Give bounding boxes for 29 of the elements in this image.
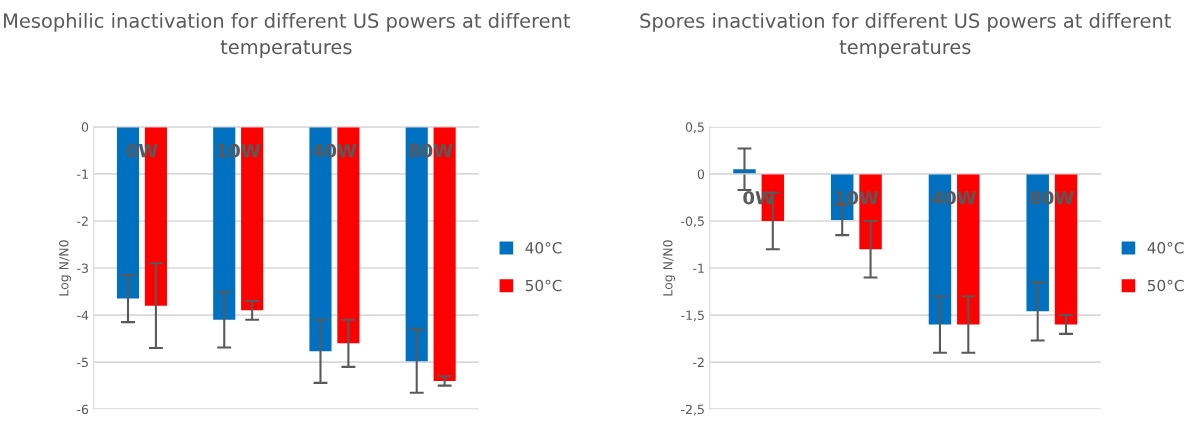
x-tick-label: 10W bbox=[217, 143, 261, 158]
chart-title: Spores inactivation for different US powers at different temperatures bbox=[640, 12, 1171, 59]
x-tick-label: 10W bbox=[835, 190, 879, 205]
y-tick-label: -2,5 bbox=[681, 404, 704, 416]
x-tick-label: 40W bbox=[312, 143, 357, 158]
y-tick-label: -2 bbox=[77, 216, 88, 226]
legend-label: 40°C bbox=[1147, 242, 1184, 254]
y-tick-label: -2 bbox=[693, 357, 704, 367]
legend-label: 50°C bbox=[1147, 279, 1184, 292]
y-tick-label: 0,5 bbox=[685, 122, 704, 134]
y-tick-label: -5 bbox=[77, 357, 88, 368]
y-tick-label: -1 bbox=[77, 169, 88, 179]
legend-label: 40°C bbox=[525, 242, 562, 254]
y-tick-label: 0 bbox=[81, 122, 89, 132]
y-tick-label: -4 bbox=[77, 310, 89, 320]
y-tick-label: -3 bbox=[77, 263, 88, 273]
legend-label: 50°C bbox=[525, 279, 562, 292]
y-tick-label: -0,5 bbox=[681, 216, 704, 228]
y-axis-title: Log N/N0 bbox=[59, 240, 71, 296]
y-tick-label: 0 bbox=[697, 169, 705, 179]
x-tick-label: 80W bbox=[409, 143, 453, 158]
y-tick-label: -1,5 bbox=[681, 310, 704, 322]
y-tick-label: -6 bbox=[77, 404, 89, 415]
x-tick-label: 40W bbox=[932, 190, 977, 205]
y-axis-title: Log N/N0 bbox=[663, 240, 675, 296]
x-tick-label: 80W bbox=[1030, 190, 1074, 205]
y-tick-label: -1 bbox=[693, 263, 704, 273]
x-tick-label: 0W bbox=[126, 143, 158, 158]
chart-title: Mesophilic inactivation for different US powers at different temperatures bbox=[4, 12, 571, 59]
